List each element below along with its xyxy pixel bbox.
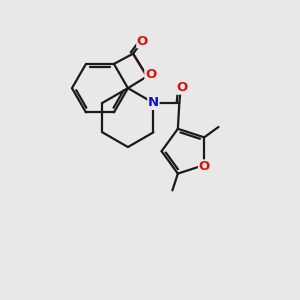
Text: O: O	[177, 81, 188, 94]
Text: N: N	[148, 96, 159, 110]
Text: O: O	[145, 68, 156, 81]
Text: O: O	[137, 35, 148, 48]
Text: O: O	[199, 160, 210, 173]
